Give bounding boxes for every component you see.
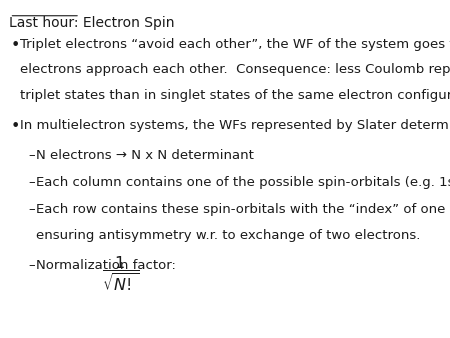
Text: –: – xyxy=(28,259,35,272)
Text: N electrons → N x N determinant: N electrons → N x N determinant xyxy=(36,149,254,162)
Text: Normalization factor:: Normalization factor: xyxy=(36,259,176,272)
Text: $\dfrac{1}{\sqrt{N!}}$: $\dfrac{1}{\sqrt{N!}}$ xyxy=(103,256,140,294)
Text: Each row contains these spin-orbitals with the “index” of one electron,: Each row contains these spin-orbitals wi… xyxy=(36,203,450,216)
Text: •: • xyxy=(11,38,20,53)
Text: Triplet electrons “avoid each other”, the WF of the system goes to zero if the t: Triplet electrons “avoid each other”, th… xyxy=(19,38,450,51)
Text: electrons approach each other.  Consequence: less Coulomb repulsion in: electrons approach each other. Consequen… xyxy=(19,63,450,76)
Text: In multielectron systems, the WFs represented by Slater determinants:: In multielectron systems, the WFs repres… xyxy=(19,119,450,132)
Text: triplet states than in singlet states of the same electron configuration.: triplet states than in singlet states of… xyxy=(19,89,450,102)
Text: –: – xyxy=(28,203,35,216)
Text: –: – xyxy=(28,176,35,189)
Text: –: – xyxy=(28,149,35,162)
Text: •: • xyxy=(11,119,20,134)
Text: ensuring antisymmetry w.r. to exchange of two electrons.: ensuring antisymmetry w.r. to exchange o… xyxy=(36,229,421,242)
Text: Last hour: Electron Spin: Last hour: Electron Spin xyxy=(9,16,175,30)
Text: Each column contains one of the possible spin-orbitals (e.g. 1sα): Each column contains one of the possible… xyxy=(36,176,450,189)
